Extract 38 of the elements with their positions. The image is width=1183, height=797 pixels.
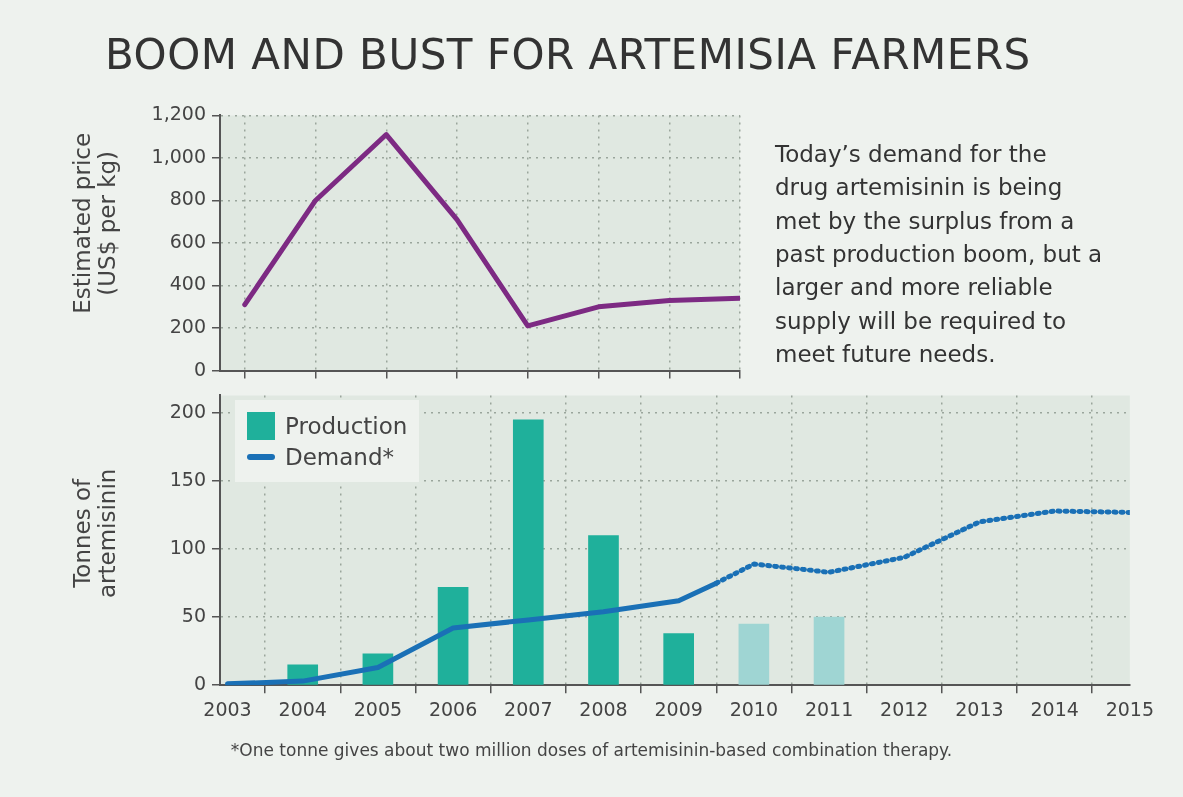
x-tick-label: 2004 — [278, 697, 327, 720]
x-tick-label: 2011 — [804, 697, 854, 720]
bar — [512, 419, 544, 685]
y-tick-label: 800 — [169, 187, 206, 210]
text: *One tonne gives about two million doses of artemisinin-based combination therapy. — [229, 740, 954, 760]
x-tick-label: 2014 — [1030, 697, 1079, 720]
x-tick-label: 2013 — [955, 697, 1004, 720]
y-tick-label: 1,200 — [151, 102, 206, 125]
y-tick-label: 200 — [169, 315, 206, 337]
bar — [663, 633, 694, 685]
x-tick-label: 2005 — [353, 697, 403, 720]
x-tick-label: 2015 — [1105, 697, 1154, 720]
y-axis-title: Tonnes of artemisinin — [68, 467, 121, 600]
x-tick-label: 2007 — [504, 697, 553, 720]
y-tick-label: 0 — [193, 672, 206, 695]
legend-label: Demand* — [285, 444, 395, 470]
x-tick-label: 2009 — [654, 697, 703, 720]
chart-title: BOOM AND BUST FOR ARTEMISIA FARMERS — [105, 30, 1031, 79]
y-tick-label: 1,000 — [151, 144, 206, 167]
bar — [588, 535, 619, 685]
y-tick-label: 0 — [193, 357, 206, 380]
y-tick-label: 100 — [169, 536, 206, 559]
y-tick-label: 200 — [169, 400, 206, 423]
x-tick-label: 2006 — [428, 697, 478, 720]
y-axis-title: Estimated price (US$ per kg) — [68, 131, 121, 316]
x-tick-label: 2012 — [880, 697, 929, 720]
legend-label: Production — [285, 413, 408, 439]
y-tick-label: 600 — [169, 229, 206, 252]
x-tick-label: 2010 — [729, 697, 779, 720]
x-tick-label: 2003 — [203, 697, 252, 720]
bar — [738, 623, 770, 685]
text: Today’s demand for the drug artemisinin is being met by the surplus from a past production boom, but a larger and more reliable supply will be required to meet future needs. — [775, 140, 1104, 370]
bar — [813, 616, 845, 685]
y-tick-label: 400 — [169, 272, 206, 295]
y-tick-label: 50 — [181, 604, 206, 627]
bar — [437, 586, 469, 685]
x-tick-label: 2008 — [579, 697, 628, 720]
y-tick-label: 150 — [169, 468, 206, 491]
